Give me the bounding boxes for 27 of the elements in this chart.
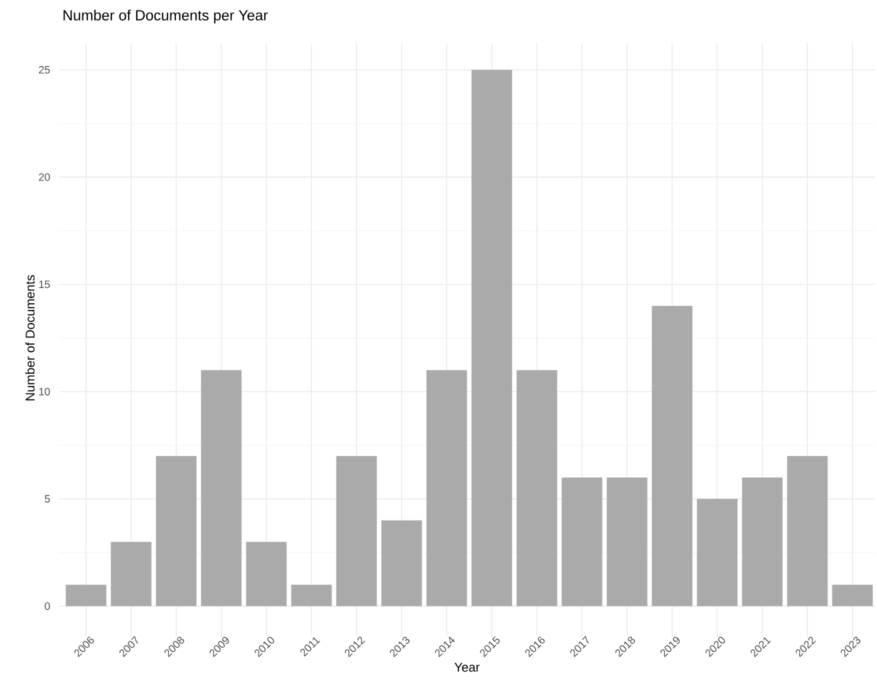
bar (696, 498, 738, 606)
bar (381, 520, 422, 606)
y-tick-label: 0 (44, 602, 50, 610)
bar (562, 477, 602, 606)
bar (832, 584, 873, 606)
y-tick-label: 5 (44, 495, 50, 503)
bar (66, 584, 106, 606)
bar (426, 370, 468, 606)
bar (110, 542, 152, 606)
bar (156, 456, 197, 606)
y-tick-label: 10 (39, 388, 50, 396)
y-tick-label: 25 (38, 66, 50, 74)
bar (606, 477, 648, 606)
bar (291, 584, 332, 606)
bar (246, 542, 287, 606)
x-axis-title: Year (454, 662, 480, 672)
bar (472, 70, 512, 606)
y-tick-label: 20 (38, 173, 50, 181)
y-tick-label: 15 (39, 280, 50, 288)
y-axis-title: Number of Documents (25, 275, 35, 400)
bar (516, 370, 558, 606)
bar (652, 306, 692, 606)
bar (787, 456, 828, 606)
bar (336, 456, 377, 606)
bar (742, 477, 783, 606)
bar (201, 370, 242, 606)
chart-title: Number of Documents per Year (64, 10, 268, 24)
